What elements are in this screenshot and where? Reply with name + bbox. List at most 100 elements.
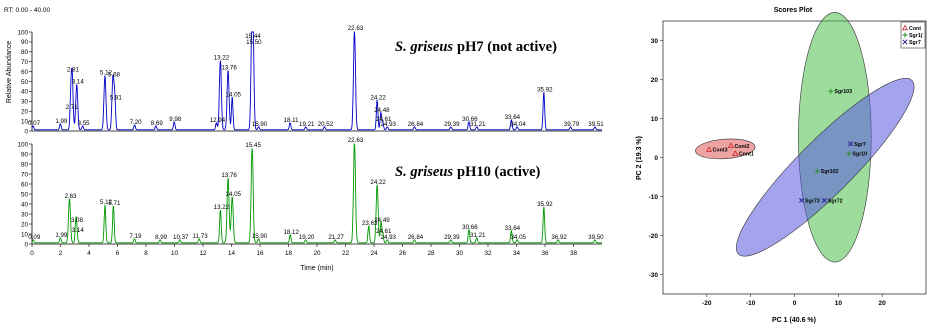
x-tick-label: 36	[541, 250, 549, 257]
peak-label: 3.14	[72, 78, 85, 85]
chart-title: Scores Plot	[774, 7, 813, 14]
sample-annotation: S. griseus pH10 (active)	[395, 164, 541, 180]
peak-label: 22.63	[348, 137, 364, 144]
legend-marker	[902, 39, 908, 45]
confidence-ellipse-3	[735, 78, 915, 257]
peak-label: 26.84	[408, 121, 424, 128]
x-tick-label: 28	[427, 250, 435, 257]
peak-label: 14.05	[225, 191, 241, 198]
score-point-label: Sgr102	[821, 169, 839, 175]
plot-area	[662, 20, 927, 295]
x-ticks: 0 2 4 6 8 10 12 14 16 18 20 22 24 26 28 30 32 34 36 38	[30, 244, 577, 257]
confidence-ellipse-1	[695, 138, 756, 160]
score-marker	[848, 141, 854, 147]
score-marker	[705, 146, 713, 152]
chromatogram-ph7: RT: 0.00 - 40.00 Relative Abundance 0 10 2…	[4, 7, 604, 135]
peak-label: 33.64	[505, 225, 521, 232]
condition-text: pH10 (active)	[457, 164, 541, 180]
y-tick-label: 0	[654, 155, 658, 162]
y-axis-label: PC 2 (19.3 %)	[636, 136, 643, 180]
peak-label: 1.99	[55, 118, 68, 125]
x-tick-label: 4	[87, 250, 91, 257]
peak-label: 23.63	[362, 220, 378, 227]
peak-label: 2.71	[66, 104, 79, 111]
x-tick-label: 10	[835, 300, 843, 307]
peak-label: 24.49	[374, 217, 390, 224]
x-tick-label: 20	[879, 300, 887, 307]
y-axis-label: Relative Abundance	[6, 41, 13, 103]
trace	[31, 31, 602, 131]
peak-label: 30.66	[462, 224, 478, 231]
peak-label: 20.52	[318, 121, 334, 128]
peak-labels: 0.07 1.99 2.71 2.81 3.14 3.55 5.125.68 5.81 7.20…	[28, 25, 604, 128]
peak-label: 10.37	[173, 234, 189, 241]
score-marker	[732, 150, 739, 156]
peak-label: 3.55	[78, 120, 91, 127]
y-tick-label: 90	[21, 151, 29, 158]
peak-label: 0.07	[28, 120, 41, 127]
peak-label: 35.92	[537, 86, 553, 93]
x-tick-label: -20	[702, 300, 712, 307]
x-tick-label: 24	[370, 250, 378, 257]
peak-label: 2.63	[64, 193, 77, 200]
condition-text: pH7 (not active)	[457, 39, 557, 55]
y-ticks: 0 10 20 30 40 50 60 70 80 90 100	[17, 29, 32, 135]
y-tick-label: 50	[21, 191, 29, 198]
peak-label: 15.45	[245, 142, 261, 149]
peak-label: 15.50	[246, 39, 262, 46]
x-tick-label: 38	[570, 250, 578, 257]
peak-label: 36.92	[551, 234, 567, 241]
x-tick-label: 0	[30, 250, 34, 257]
peak-label: 39.51	[588, 121, 604, 128]
peak-label: 13.76	[221, 172, 237, 179]
score-points: Cont2 Cont3 Cont1 Sgr103 Sgr102 Sgr10 Sgr7 Sgr7…	[705, 88, 867, 204]
trace	[31, 143, 602, 244]
x-axis-label: Time (min)	[300, 265, 333, 272]
peak-label: 12.94	[210, 117, 226, 124]
peak-label: 15.44	[245, 33, 261, 40]
y-tick-label: 0	[24, 241, 28, 248]
y-tick-label: 80	[21, 49, 29, 56]
peak-label: 35.92	[537, 201, 553, 208]
y-tick-label: 10	[21, 118, 29, 125]
species-name: S. griseus	[395, 164, 453, 180]
y-tick-label: 80	[21, 161, 29, 168]
legend-marker	[902, 32, 908, 38]
score-marker	[727, 142, 735, 149]
x-tick-label: 14	[228, 250, 236, 257]
peak-label: 13.22	[214, 204, 230, 211]
y-tick-label: 20	[21, 109, 29, 116]
score-point-label: Sgr7	[854, 142, 866, 148]
species-name: S. griseus	[395, 39, 453, 55]
peak-label: 24.93	[381, 234, 397, 241]
peak-label: 24.61	[376, 116, 392, 123]
x-tick-label: 0	[793, 300, 797, 307]
sample-annotation: S. griseus pH7 (not active)	[395, 39, 557, 55]
y-tick-label: 10	[651, 116, 659, 123]
scores-plot: Scores Plot -20 -10 0 10 20-30-20-100102030 …	[636, 7, 927, 324]
y-tick-label: -30	[649, 272, 659, 279]
x-tick-label: 18	[285, 250, 293, 257]
x-tick-label: 12	[199, 250, 207, 257]
x-axis-label: PC 1 (40.6 %)	[772, 317, 816, 324]
score-point-label: Cont1	[739, 152, 754, 158]
y-tick-label: -20	[649, 233, 659, 240]
score-marker	[798, 197, 805, 203]
peak-label: 5.68	[108, 72, 121, 79]
peak-label: 5.12	[100, 70, 113, 77]
peak-label: 13.76	[221, 65, 237, 72]
y-tick-label: 60	[21, 69, 29, 76]
y-tick-label: 40	[21, 201, 29, 208]
peak-label: 2.81	[67, 67, 80, 74]
y-tick-label: 100	[17, 29, 28, 36]
rt-range-header: RT: 0.00 - 40.00	[4, 7, 51, 14]
x-tick-label: 34	[513, 250, 521, 257]
peak-label: 1.99	[55, 232, 68, 239]
x-tick-label: 6	[116, 250, 120, 257]
peak-labels: 0.09 1.99 2.63 3.08 3.14 5.125.71 7.19 8.99 10.3…	[28, 137, 604, 241]
peak-label: 19.21	[299, 121, 315, 128]
peak-label: 3.08	[71, 217, 84, 224]
peak-label: 33.64	[505, 114, 521, 121]
